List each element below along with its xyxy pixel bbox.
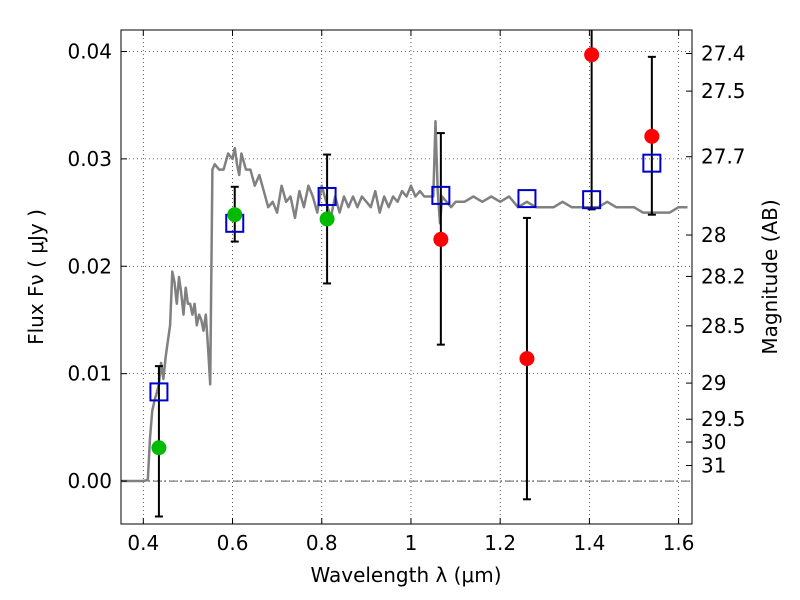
x-tick-label: 1.4 (573, 531, 605, 555)
x-tick-label: 1 (405, 531, 418, 555)
model-spectrum-line (121, 120, 688, 483)
y-tick-label: 0.02 (67, 254, 112, 278)
observed-point (584, 47, 600, 63)
model-photometry-point (642, 153, 662, 173)
x-tick-label: 0.6 (217, 531, 249, 555)
mag-tick-label: 29.5 (701, 407, 746, 431)
x-axis-title: Wavelength λ (μm) (310, 563, 501, 587)
grid-lines (121, 30, 692, 524)
x-tick-label: 0.8 (306, 531, 338, 555)
observed-point (519, 351, 535, 367)
plot-area (121, 120, 688, 483)
model-photometry-point (317, 186, 337, 206)
observed-point (433, 231, 449, 247)
right-y-axis-title: Magnitude (AB) (758, 199, 782, 354)
observed-point (644, 128, 660, 144)
observed-point (319, 211, 335, 227)
mag-tick-label: 28.5 (701, 314, 746, 338)
model-photometry-point (517, 189, 537, 209)
x-tick-label: 0.4 (127, 531, 159, 555)
mag-tick-label: 27.5 (701, 79, 746, 103)
mag-tick-label: 30 (701, 430, 726, 454)
y-axis-title: Flux Fν ( μJy ) (24, 209, 48, 345)
observed-point (227, 207, 243, 223)
model-photometry-point (149, 382, 169, 402)
mag-tick-label: 28.2 (701, 264, 746, 288)
model-photometry-point (431, 185, 451, 205)
y-tick-label: 0.00 (67, 469, 112, 493)
mag-tick-label: 27.4 (701, 42, 746, 66)
markers (149, 30, 662, 518)
plot-frame (120, 29, 693, 525)
y-tick-label: 0.01 (67, 362, 112, 386)
y-tick-label: 0.03 (67, 147, 112, 171)
mag-tick-label: 28 (701, 223, 726, 247)
x-tick-label: 1.2 (484, 531, 516, 555)
observed-point (151, 440, 167, 456)
model-photometry-point (582, 190, 602, 210)
mag-tick-label: 29 (701, 371, 726, 395)
mag-tick-label: 31 (701, 454, 726, 478)
axes: 0.4 0.6 0.8 1 1.2 1.4 1.6 0.00 0.01 0.02 0.03 0.04 2… (67, 30, 746, 555)
x-tick-label: 1.6 (663, 531, 695, 555)
mag-tick-label: 27.7 (701, 145, 746, 169)
y-tick-label: 0.04 (67, 39, 112, 63)
